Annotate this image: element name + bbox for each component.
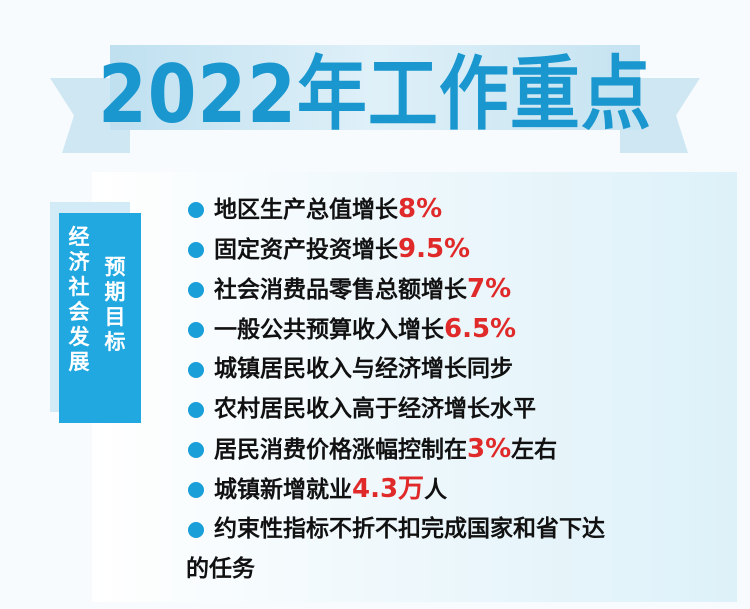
item-text: 一般公共预算收入增长 [214, 317, 444, 343]
title-banner: 2022年工作重点 [0, 0, 750, 160]
list-item: 一般公共预算收入增长6.5% [188, 311, 728, 351]
item-suffix: 人 [424, 477, 448, 503]
goal-list: 地区生产总值增长8% 固定资产投资增长9.5% 社会消费品零售总额增长7% 一般… [186, 191, 728, 591]
bullet-icon [188, 242, 204, 258]
item-value: 9.5% [398, 234, 471, 264]
item-value: 3% [467, 434, 512, 464]
item-text: 固定资产投资增长 [214, 237, 398, 263]
item-value: 7% [467, 274, 512, 304]
item-suffix: 左右 [511, 437, 558, 463]
bullet-icon [188, 282, 204, 298]
bullet-icon [188, 482, 204, 498]
list-item-continuation: 的任务 [186, 556, 255, 582]
bullet-icon [188, 442, 204, 458]
list-item: 社会消费品零售总额增长7% [188, 271, 728, 311]
ribbon [110, 45, 640, 130]
bullet-icon [188, 322, 204, 338]
list-item: 固定资产投资增长9.5% [188, 231, 728, 271]
category-label: 经济社会发展 预期目标 [59, 213, 141, 423]
item-text: 约束性指标不折不扣完成国家和省下达 [214, 516, 605, 542]
label-col-2: 预期目标 [104, 255, 126, 354]
item-text: 城镇新增就业 [214, 477, 352, 503]
item-value: 6.5% [444, 314, 517, 344]
item-text: 社会消费品零售总额增长 [214, 277, 467, 303]
bullet-icon [188, 202, 204, 218]
item-text: 地区生产总值增长 [214, 197, 398, 223]
label-col-1: 经济社会发展 [68, 225, 90, 374]
item-text: 农村居民收入高于经济增长水平 [214, 396, 536, 422]
item-text: 居民消费价格涨幅控制在 [214, 437, 467, 463]
list-item: 居民消费价格涨幅控制在3%左右 [188, 431, 728, 471]
bullet-icon [188, 402, 204, 418]
page-title: 2022年工作重点 [98, 47, 652, 142]
list-item: 约束性指标不折不扣完成国家和省下达 [188, 511, 728, 551]
list-item: 农村居民收入高于经济增长水平 [188, 391, 728, 431]
bullet-icon [188, 362, 204, 378]
list-item: 城镇新增就业4.3万人 [188, 471, 728, 511]
item-text: 城镇居民收入与经济增长同步 [214, 356, 513, 382]
bullet-icon [188, 522, 204, 538]
list-item: 地区生产总值增长8% [188, 191, 728, 231]
item-value: 8% [398, 194, 443, 224]
item-value: 4.3万 [352, 474, 425, 504]
list-item: 城镇居民收入与经济增长同步 [188, 351, 728, 391]
